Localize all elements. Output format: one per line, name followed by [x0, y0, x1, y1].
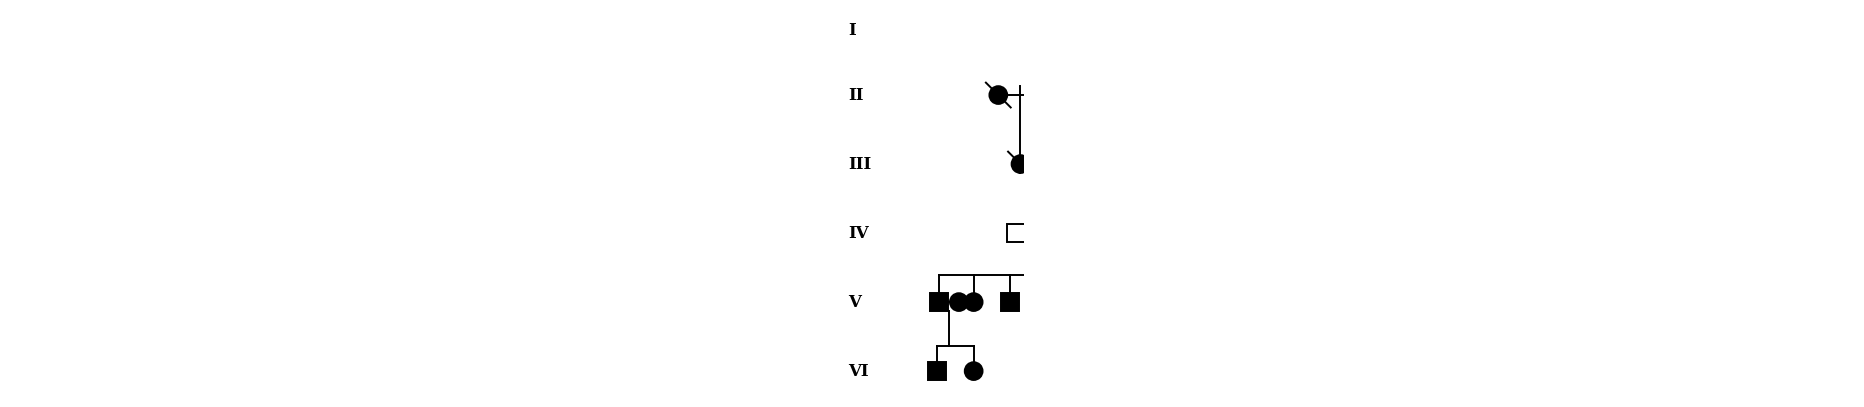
Bar — [1077, 224, 1096, 242]
Circle shape — [1788, 293, 1804, 311]
Text: IV: IV — [848, 225, 869, 242]
Bar — [1036, 293, 1053, 311]
Bar — [1001, 293, 1018, 311]
Bar — [928, 362, 945, 380]
Circle shape — [1668, 293, 1687, 311]
Bar — [1156, 224, 1174, 242]
Bar — [1033, 86, 1051, 104]
Circle shape — [1624, 224, 1642, 242]
Bar — [1007, 224, 1025, 242]
Circle shape — [1113, 362, 1130, 380]
Bar — [1521, 293, 1540, 311]
Bar — [1204, 293, 1221, 311]
Circle shape — [1029, 224, 1046, 242]
Bar — [1665, 224, 1681, 242]
Bar — [1275, 293, 1292, 311]
Circle shape — [1059, 293, 1076, 311]
Circle shape — [1398, 155, 1415, 173]
Circle shape — [1590, 293, 1609, 311]
Text: I: I — [848, 22, 856, 39]
Circle shape — [1860, 155, 1864, 173]
Circle shape — [949, 293, 967, 311]
Bar — [1689, 362, 1706, 380]
Bar — [1348, 224, 1366, 242]
Circle shape — [1400, 293, 1419, 311]
Circle shape — [1353, 293, 1372, 311]
Circle shape — [1400, 293, 1419, 311]
Bar — [1240, 224, 1258, 242]
Circle shape — [1540, 362, 1556, 380]
Bar — [1137, 86, 1154, 104]
Circle shape — [1240, 293, 1258, 311]
Circle shape — [1102, 224, 1120, 242]
Circle shape — [1292, 224, 1310, 242]
Circle shape — [1010, 155, 1029, 173]
Bar — [930, 293, 947, 311]
Bar — [1504, 362, 1523, 380]
Bar — [1314, 155, 1331, 173]
Bar — [1857, 224, 1864, 242]
Circle shape — [990, 86, 1007, 104]
Circle shape — [1450, 22, 1467, 40]
Circle shape — [1486, 293, 1504, 311]
Circle shape — [1193, 224, 1212, 242]
Bar — [1098, 86, 1115, 104]
Bar — [1372, 293, 1389, 311]
Bar — [1077, 293, 1096, 311]
Bar — [1130, 293, 1148, 311]
Circle shape — [1624, 155, 1642, 173]
Circle shape — [1221, 86, 1238, 104]
Text: III: III — [848, 155, 870, 173]
Text: II: II — [848, 87, 863, 103]
Bar — [1417, 86, 1435, 104]
Text: VI: VI — [848, 363, 869, 380]
Text: V: V — [848, 293, 861, 311]
Bar — [1473, 86, 1489, 104]
Bar — [1081, 362, 1098, 380]
Bar — [1299, 293, 1318, 311]
Bar — [1542, 224, 1558, 242]
Circle shape — [1336, 293, 1353, 311]
Circle shape — [964, 362, 982, 380]
Bar — [1049, 362, 1068, 380]
Circle shape — [1446, 155, 1465, 173]
Circle shape — [1650, 293, 1666, 311]
Circle shape — [1275, 155, 1292, 173]
Bar — [1555, 293, 1573, 311]
Circle shape — [1135, 224, 1152, 242]
Circle shape — [1344, 86, 1361, 104]
Circle shape — [1713, 155, 1732, 173]
Circle shape — [964, 293, 982, 311]
Bar — [1668, 155, 1687, 173]
Bar — [1314, 224, 1331, 242]
Bar — [1452, 293, 1471, 311]
Circle shape — [1491, 155, 1510, 173]
Circle shape — [1167, 293, 1184, 311]
Bar — [1629, 293, 1648, 311]
Circle shape — [1115, 293, 1131, 311]
Bar — [1748, 293, 1765, 311]
Circle shape — [1817, 224, 1834, 242]
Circle shape — [1817, 155, 1834, 173]
Bar — [1707, 293, 1726, 311]
Circle shape — [1583, 155, 1599, 173]
Bar — [1627, 293, 1646, 311]
Circle shape — [1491, 224, 1510, 242]
Circle shape — [1542, 155, 1558, 173]
